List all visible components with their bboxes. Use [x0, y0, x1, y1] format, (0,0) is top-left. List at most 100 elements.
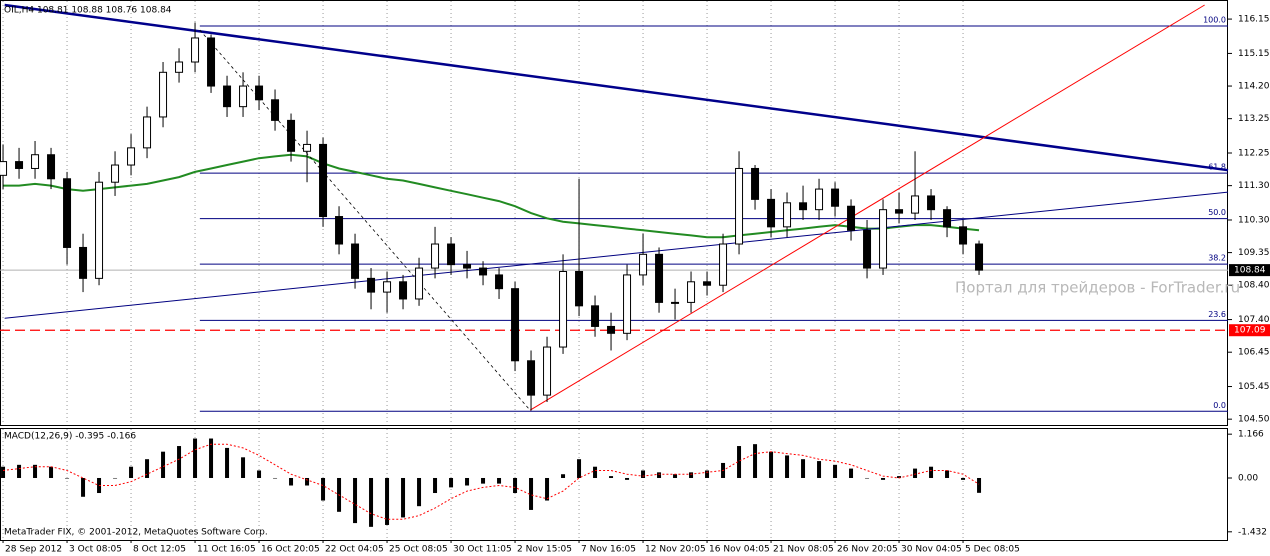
x-tick-label: 3 Oct 08:05 [69, 545, 122, 555]
candle-body [319, 143, 328, 218]
candle-body [415, 267, 424, 300]
candle-body [463, 264, 472, 269]
fib-label: 100.0 [1203, 15, 1226, 24]
candle-body [623, 274, 632, 334]
candle-body [863, 229, 872, 269]
trendline [529, 4, 1205, 411]
y-tick-label: 106.45 [1238, 348, 1270, 358]
candle-body [543, 346, 552, 396]
macd-bar [801, 459, 806, 478]
candle-body [63, 178, 72, 248]
macd-bar [705, 470, 710, 478]
macd-bar [225, 447, 230, 478]
candle-body [335, 216, 344, 245]
macd-bar [785, 455, 790, 478]
macd-bar [481, 477, 486, 484]
macd-bar [881, 477, 886, 480]
candle-body [607, 325, 616, 334]
y-tick-label: 111.30 [1238, 181, 1270, 191]
watermark: Портал для трейдеров - ForTrader.ru [955, 279, 1240, 297]
macd-bar [817, 461, 822, 478]
macd-bar [161, 451, 166, 478]
macd-bar [273, 477, 278, 479]
candle-body [303, 143, 312, 152]
macd-bar [65, 477, 70, 479]
macd-bar [209, 438, 214, 478]
candle-body [767, 198, 776, 228]
x-tick-label: 2 Nov 15:05 [517, 545, 572, 555]
macd-bar [289, 477, 294, 486]
macd-title: MACD(12,26,9) -0.395 -0.166 [4, 432, 136, 442]
macd-bar [433, 477, 438, 494]
macd-bar [513, 477, 518, 494]
x-tick-label: 11 Oct 16:05 [197, 545, 256, 555]
macd-bar [1, 466, 6, 478]
candle-body [895, 209, 904, 214]
candle-body [815, 188, 824, 211]
candle-body [591, 305, 600, 327]
chart-title: OIL,H4 108.81 108.88 108.76 108.84 [4, 6, 172, 16]
candle-body [559, 270, 568, 348]
y-tick-label: 112.25 [1238, 149, 1270, 159]
macd-bar [641, 470, 646, 478]
candle-body [831, 188, 840, 207]
macd-bar [177, 446, 182, 478]
candle-body [703, 281, 712, 286]
candle-body [351, 243, 360, 279]
x-tick-label: 16 Nov 04:05 [709, 545, 770, 555]
candle-body [95, 181, 104, 279]
macd-bar [769, 451, 774, 478]
macd-bar [913, 468, 918, 478]
x-tick-label: 22 Oct 04:05 [325, 545, 384, 555]
fib-label: 23.6 [1208, 310, 1226, 319]
candle-body [159, 71, 168, 118]
macd-bar [657, 472, 662, 478]
macd-bar [321, 477, 326, 501]
macd-bar [753, 444, 758, 478]
y-tick-label: 107.40 [1238, 315, 1270, 325]
x-tick-label: 8 Oct 12:05 [133, 545, 186, 555]
trendline [4, 3, 1229, 172]
macd-bar [465, 477, 470, 486]
macd-bar [945, 470, 950, 478]
y-tick-label: 115.15 [1238, 49, 1270, 59]
x-tick-label: 5 Dec 08:05 [965, 545, 1020, 555]
candle-body [447, 243, 456, 266]
candle-body [735, 167, 744, 245]
candle-body [15, 161, 24, 169]
candle-body [127, 147, 136, 166]
macd-bar [305, 477, 310, 486]
fib-label: 50.0 [1208, 208, 1226, 217]
candle-body [639, 253, 648, 276]
macd-bar [193, 438, 198, 478]
macd-bar [241, 457, 246, 478]
candle-body [527, 360, 536, 396]
x-tick-label: 30 Nov 04:05 [901, 545, 962, 555]
y-tick-label: 113.25 [1238, 114, 1270, 124]
macd-bar [977, 477, 982, 493]
candle-body [47, 154, 56, 180]
macd-bar [49, 466, 54, 478]
macd-bar [545, 477, 550, 501]
candle-body [511, 288, 520, 362]
macd-bar [353, 477, 358, 524]
candle-body [223, 85, 232, 108]
macd-bar [609, 476, 614, 478]
macd-signal [2, 443, 980, 520]
macd-panel [0, 428, 1228, 541]
price-box [1229, 324, 1270, 337]
x-tick-label: 28 Sep 2012 [5, 545, 62, 555]
y-tick-label: 1.166 [1238, 430, 1264, 440]
y-tick-label: 109.35 [1238, 248, 1270, 258]
candle-body [687, 281, 696, 303]
macd-bar [33, 464, 38, 478]
macd-bar [145, 459, 150, 478]
y-tick-label: 110.30 [1238, 215, 1270, 225]
candle-body [399, 281, 408, 300]
footer: MetaTrader FIX, © 2001-2012, MetaQuotes … [4, 528, 268, 538]
macd-bar [897, 476, 902, 478]
y-tick-label: 104.50 [1238, 415, 1270, 425]
candle-body [719, 243, 728, 286]
macd-bar [497, 477, 502, 484]
candle-body [799, 202, 808, 211]
